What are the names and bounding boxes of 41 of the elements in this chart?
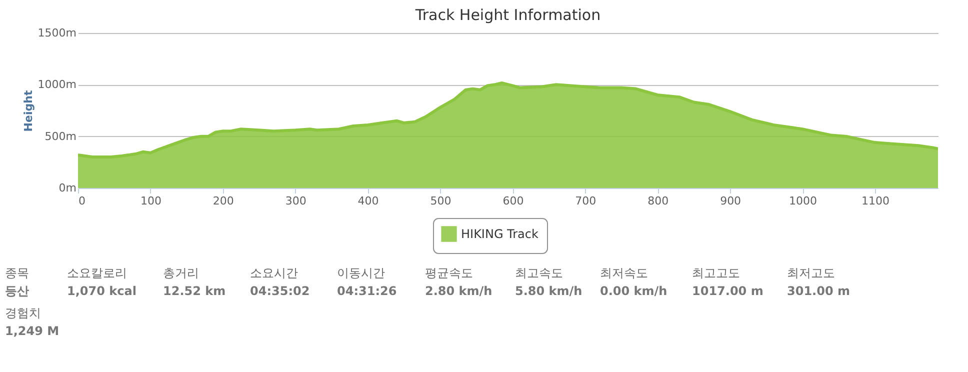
text: 총거리 bbox=[163, 266, 199, 280]
x-tick-label: 700 bbox=[575, 194, 596, 208]
text: 종목 bbox=[5, 266, 29, 280]
y-tick-label: 0m bbox=[58, 182, 76, 194]
text: 최저속도 bbox=[600, 266, 648, 280]
x-tick-label: 800 bbox=[648, 194, 669, 208]
x-tick-label: 1100 bbox=[861, 194, 890, 208]
text: 평균속도 bbox=[425, 266, 473, 280]
text: 소요칼로리 bbox=[67, 266, 127, 280]
text: 1017.00 m bbox=[692, 284, 764, 298]
text: 5.80 km/h bbox=[515, 284, 582, 298]
text: 301.00 m bbox=[787, 284, 850, 298]
y-tick-label: 1500m bbox=[38, 26, 76, 40]
text: 소요시간 bbox=[250, 266, 298, 280]
x-tick-label: 500 bbox=[430, 194, 452, 208]
text: 최고속도 bbox=[515, 266, 563, 280]
text: 1,070 kcal bbox=[67, 284, 136, 298]
text: 1,249 M bbox=[5, 324, 60, 338]
x-tick-label: 300 bbox=[285, 194, 306, 208]
y-tick-label: 500m bbox=[44, 130, 76, 143]
text: 최고고도 bbox=[692, 266, 740, 280]
text: 등산 bbox=[5, 284, 29, 298]
text: 이동시간 bbox=[337, 266, 385, 280]
text: 최저고도 bbox=[787, 266, 835, 280]
text: 0.00 km/h bbox=[600, 284, 668, 298]
y-axis-title: Height bbox=[22, 90, 35, 132]
x-tick-label: 1000 bbox=[789, 194, 818, 208]
x-tick-label: 200 bbox=[212, 194, 234, 208]
chart-title: Track Height Information bbox=[414, 6, 601, 24]
text: 04:31:26 bbox=[337, 284, 397, 298]
y-tick-label: 1000m bbox=[38, 78, 76, 92]
x-tick-label: 400 bbox=[358, 194, 379, 208]
x-tick-label: 100 bbox=[140, 194, 162, 208]
x-tick-label: 600 bbox=[502, 194, 524, 208]
x-tick-label: 900 bbox=[720, 194, 742, 208]
legend-label: HIKING Track bbox=[461, 227, 539, 241]
text: 경험치 bbox=[5, 306, 41, 320]
text: 04:35:02 bbox=[250, 284, 310, 298]
text: 12.52 km bbox=[163, 284, 226, 298]
text: 2.80 km/h bbox=[425, 284, 492, 298]
x-tick-label: 0 bbox=[78, 194, 86, 208]
